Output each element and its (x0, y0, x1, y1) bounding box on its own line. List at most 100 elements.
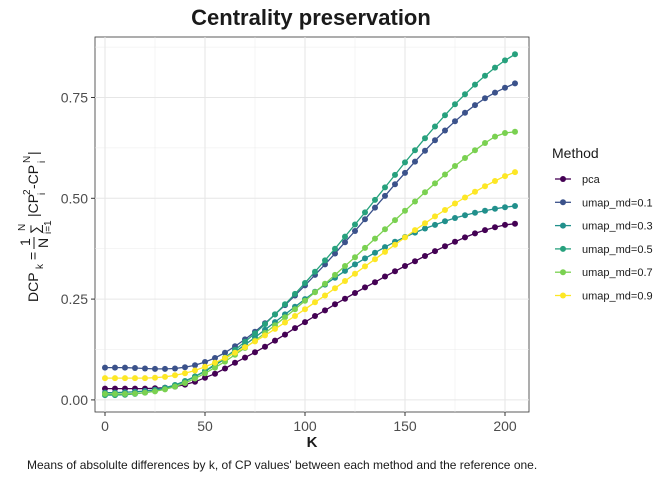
data-point (492, 224, 498, 231)
chart-title: Centrality preservation (191, 5, 431, 30)
data-point (442, 207, 448, 213)
data-point (362, 209, 368, 216)
data-point (312, 289, 318, 296)
data-point (172, 372, 178, 379)
data-point (252, 338, 258, 345)
legend-label: umap_md=0.1 (582, 197, 653, 209)
series-layer (102, 51, 518, 399)
data-point (402, 207, 408, 214)
data-point (282, 331, 288, 338)
data-point (482, 183, 488, 190)
data-point (322, 292, 328, 299)
data-point (342, 278, 348, 284)
data-point (492, 89, 498, 96)
data-point (332, 271, 338, 278)
data-point (462, 212, 468, 219)
data-point (332, 245, 338, 252)
ylabel-frac-num: 1 (17, 238, 33, 246)
data-point (262, 332, 268, 339)
legend-key-point (560, 199, 566, 206)
ylabel-sub2: i (37, 161, 48, 163)
data-point (322, 257, 328, 264)
ylabel-eq: = (25, 252, 41, 260)
data-point (222, 355, 228, 361)
data-point (382, 192, 388, 199)
data-point (512, 80, 518, 87)
data-point (512, 203, 518, 209)
series-umap_md=0.9 (102, 169, 518, 382)
data-point (152, 374, 158, 381)
data-point (412, 198, 418, 205)
data-point (292, 306, 298, 313)
data-point (502, 221, 508, 228)
data-point (192, 367, 198, 374)
data-point (352, 290, 358, 296)
x-tick-label: 150 (393, 418, 417, 434)
data-point (422, 135, 428, 142)
data-point (332, 285, 338, 292)
ylabel-sum-bottom: i=1 (43, 220, 54, 234)
data-point (132, 365, 138, 371)
data-point (462, 109, 468, 116)
legend-item: umap_md=0.1 (555, 197, 653, 209)
data-point (502, 173, 508, 180)
data-point (292, 290, 298, 297)
data-point (302, 319, 308, 326)
data-point (422, 189, 428, 196)
ylabel-minus: -CP (25, 165, 41, 189)
data-point (462, 234, 468, 241)
data-point (442, 112, 448, 119)
data-point (182, 364, 188, 371)
data-point (402, 263, 408, 269)
data-point (182, 380, 188, 386)
data-point (292, 325, 298, 332)
legend-item: umap_md=0.5 (555, 244, 653, 256)
data-point (372, 256, 378, 263)
data-point (312, 313, 318, 319)
y-tick-label: 0.75 (61, 89, 88, 105)
data-point (472, 230, 478, 237)
data-point (322, 307, 328, 314)
data-point (262, 343, 268, 350)
data-point (472, 147, 478, 154)
legend-title: Method (552, 145, 599, 161)
data-point (182, 370, 188, 377)
data-point (372, 235, 378, 242)
data-point (242, 344, 248, 351)
data-point (342, 233, 348, 240)
data-point (372, 204, 378, 211)
data-point (512, 128, 518, 135)
data-point (332, 250, 338, 257)
data-point (452, 238, 458, 245)
data-point (342, 239, 348, 246)
data-point (392, 241, 398, 248)
data-point (342, 267, 348, 274)
data-point (362, 216, 368, 223)
data-point (412, 147, 418, 154)
data-point (422, 220, 428, 227)
data-point (232, 359, 238, 366)
data-point (362, 255, 368, 262)
legend-label: umap_md=0.3 (582, 221, 653, 233)
data-point (472, 102, 478, 109)
data-point (312, 299, 318, 306)
data-point (322, 280, 328, 287)
legend-item: pca (555, 174, 601, 186)
data-point (162, 365, 168, 372)
data-point (402, 169, 408, 176)
data-point (372, 249, 378, 256)
data-point (132, 390, 138, 397)
data-point (262, 321, 268, 328)
ylabel-sub1: i (37, 193, 48, 195)
data-point (292, 313, 298, 319)
legend-key-point (560, 269, 566, 276)
data-point (302, 280, 308, 286)
data-point (512, 51, 518, 58)
data-point (342, 263, 348, 269)
data-point (172, 383, 178, 390)
data-point (502, 57, 508, 64)
ylabel-body: |CP (25, 194, 41, 217)
data-point (372, 196, 378, 203)
data-point (432, 248, 438, 255)
legend-label: umap_md=0.7 (582, 267, 653, 279)
